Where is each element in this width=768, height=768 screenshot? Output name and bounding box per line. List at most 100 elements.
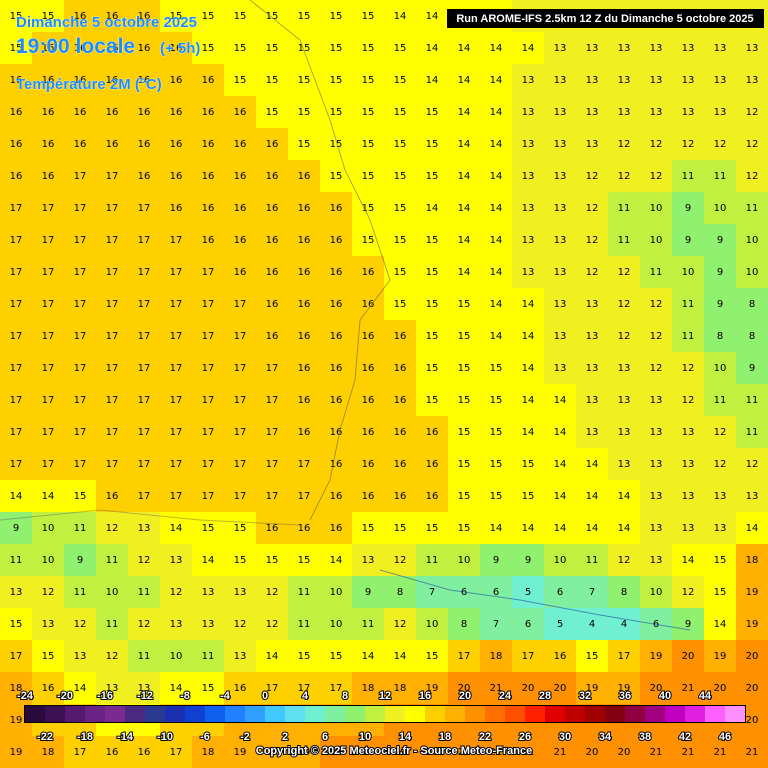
cell-value: 17	[234, 363, 247, 374]
cell-value: 16	[266, 331, 279, 342]
cell-value: 15	[362, 171, 375, 182]
legend-swatch	[365, 706, 385, 722]
grid-cell	[416, 512, 449, 545]
legend-swatch	[65, 706, 85, 722]
grid-cell	[192, 544, 225, 577]
legend-bottom-label: 26	[519, 731, 531, 743]
grid-cell	[96, 64, 129, 97]
grid-cell	[480, 640, 513, 673]
grid-cell	[0, 544, 33, 577]
grid-cell	[64, 352, 97, 385]
grid-cell	[544, 96, 577, 129]
grid-cell	[480, 448, 513, 481]
cell-value: 15	[458, 395, 471, 406]
cell-value: 15	[426, 331, 439, 342]
grid-cell	[224, 672, 257, 705]
grid-cell	[160, 96, 193, 129]
grid-cell	[480, 480, 513, 513]
grid-cell	[640, 736, 673, 768]
grid-cell	[672, 416, 705, 449]
grid-cell	[288, 32, 321, 65]
grid-cell	[608, 320, 641, 353]
grid-cell	[32, 448, 65, 481]
grid-cell	[736, 448, 768, 481]
cell-value: 10	[554, 555, 567, 566]
grid-cell	[352, 64, 385, 97]
grid-cell	[96, 640, 129, 673]
cell-value: 14	[490, 235, 503, 246]
cell-value: 17	[42, 427, 55, 438]
cell-value: 12	[682, 363, 695, 374]
cell-value: 12	[650, 331, 663, 342]
cell-value: 16	[330, 363, 343, 374]
grid-cell	[576, 224, 609, 257]
grid-cell	[544, 160, 577, 193]
cell-value: 5	[525, 587, 531, 598]
grid-cell	[608, 32, 641, 65]
cell-value: 16	[330, 299, 343, 310]
cell-value: 13	[682, 107, 695, 118]
cell-value: 13	[202, 619, 215, 630]
cell-value: 17	[266, 363, 279, 374]
grid-cell	[224, 416, 257, 449]
grid-cell	[384, 384, 417, 417]
cell-value: 16	[42, 107, 55, 118]
grid-cell	[96, 480, 129, 513]
legend-bottom-label: 22	[479, 731, 491, 743]
cell-value: 16	[138, 43, 151, 54]
cell-value: 13	[554, 139, 567, 150]
grid-cell	[64, 32, 97, 65]
grid-cell	[192, 256, 225, 289]
cell-value: 16	[298, 523, 311, 534]
cell-value: 15	[74, 491, 87, 502]
grid-cell	[64, 0, 97, 33]
grid-cell	[64, 608, 97, 641]
cell-value: 17	[202, 459, 215, 470]
cell-value: 9	[685, 203, 691, 214]
grid-cell	[704, 96, 737, 129]
cell-value: 13	[586, 75, 599, 86]
grid-cell	[0, 320, 33, 353]
cell-value: 16	[394, 459, 407, 470]
grid-cell	[64, 512, 97, 545]
cell-value: 16	[394, 363, 407, 374]
cell-value: 15	[426, 299, 439, 310]
cell-value: 16	[266, 171, 279, 182]
cell-value: 15	[394, 43, 407, 54]
grid-cell	[512, 128, 545, 161]
cell-value: 13	[522, 203, 535, 214]
cell-value: 14	[458, 267, 471, 278]
cell-value: 14	[490, 331, 503, 342]
cell-value: 20	[746, 651, 759, 662]
cell-value: 12	[266, 619, 279, 630]
grid-cell	[672, 544, 705, 577]
grid-cell	[480, 512, 513, 545]
cell-value: 14	[490, 107, 503, 118]
grid-cell	[0, 224, 33, 257]
cell-value: 15	[522, 459, 535, 470]
grid-cell	[256, 224, 289, 257]
cell-value: 13	[682, 427, 695, 438]
cell-value: 17	[170, 267, 183, 278]
grid-cell	[288, 320, 321, 353]
grid-cell	[320, 672, 353, 705]
grid-cell	[480, 544, 513, 577]
cell-value: 20	[458, 683, 471, 694]
cell-value: 12	[618, 267, 631, 278]
cell-value: 17	[10, 235, 23, 246]
cell-value: 17	[234, 299, 247, 310]
cell-value: 11	[298, 587, 311, 598]
grid-cell	[384, 32, 417, 65]
legend-swatch	[525, 706, 545, 722]
grid-cell	[32, 128, 65, 161]
grid-cell	[704, 480, 737, 513]
cell-value: 15	[362, 75, 375, 86]
cell-value: 15	[298, 11, 311, 22]
grid-cell	[544, 672, 577, 705]
cell-value: 21	[522, 747, 535, 758]
cell-value: 13	[682, 75, 695, 86]
grid-cell	[544, 608, 577, 641]
grid-cell	[0, 128, 33, 161]
grid-cell	[448, 32, 481, 65]
cell-value: 13	[522, 267, 535, 278]
